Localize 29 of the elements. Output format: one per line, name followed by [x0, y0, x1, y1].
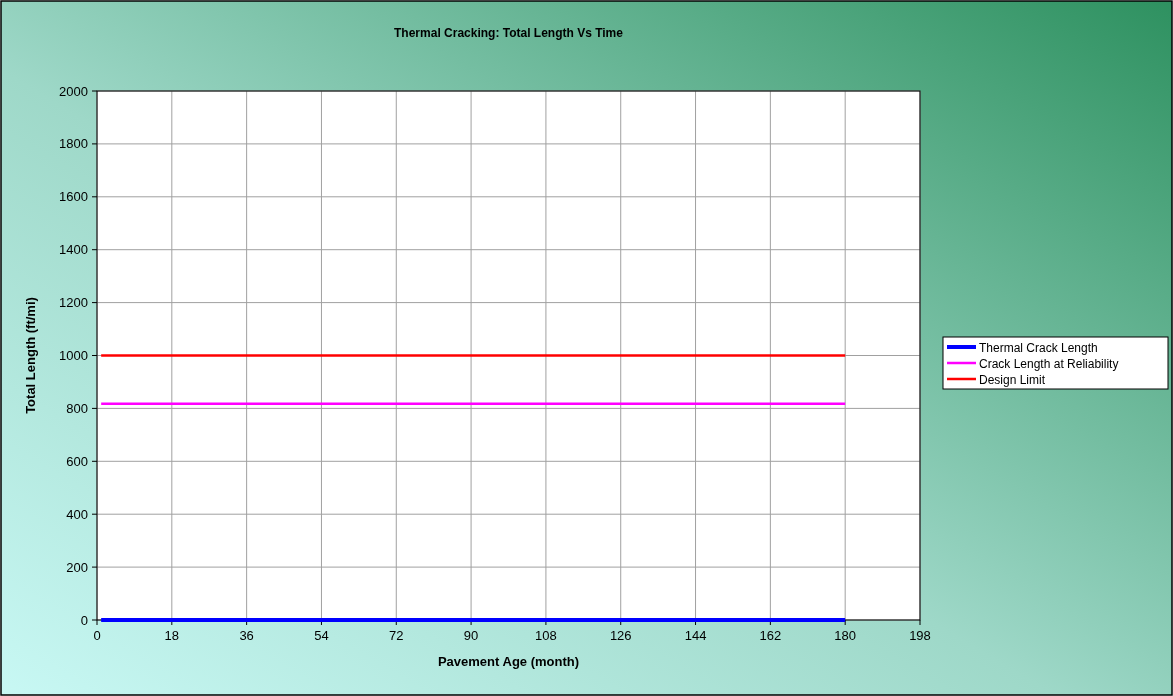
- y-tick-label: 1600: [59, 189, 88, 205]
- legend-label: Thermal Crack Length: [979, 340, 1098, 355]
- y-tick-label: 0: [80, 612, 88, 628]
- y-axis-title: Total Length (ft/mi): [23, 297, 38, 414]
- y-tick-label: 600: [66, 453, 88, 469]
- x-tick-label: 90: [463, 628, 479, 643]
- x-tick-label: 126: [609, 628, 632, 643]
- chart-title: Thermal Cracking: Total Length Vs Time: [394, 26, 624, 40]
- legend-label: Crack Length at Reliability: [979, 356, 1119, 371]
- x-tick-label: 36: [239, 628, 254, 643]
- y-tick-label: 1200: [59, 295, 88, 311]
- y-tick-label: 1000: [59, 348, 88, 363]
- x-tick-label: 198: [909, 628, 931, 643]
- x-tick-label: 144: [684, 628, 707, 643]
- x-tick-label: 108: [535, 628, 557, 643]
- x-tick-label: 18: [164, 628, 180, 643]
- y-tick-label: 1800: [59, 136, 88, 152]
- y-tick-label: 400: [66, 506, 88, 522]
- legend-label: Design Limit: [979, 372, 1046, 387]
- x-tick-label: 180: [834, 628, 857, 643]
- y-tick-label: 800: [66, 400, 88, 416]
- x-tick-label: 162: [759, 628, 782, 643]
- x-tick-label: 0: [93, 628, 101, 643]
- x-tick-label: 54: [314, 628, 329, 643]
- y-tick-label: 200: [66, 559, 88, 575]
- x-axis-title: Pavement Age (month): [437, 654, 580, 669]
- y-tick-label: 1400: [59, 242, 88, 258]
- y-tick-label: 2000: [59, 83, 88, 99]
- x-tick-label: 72: [389, 628, 404, 643]
